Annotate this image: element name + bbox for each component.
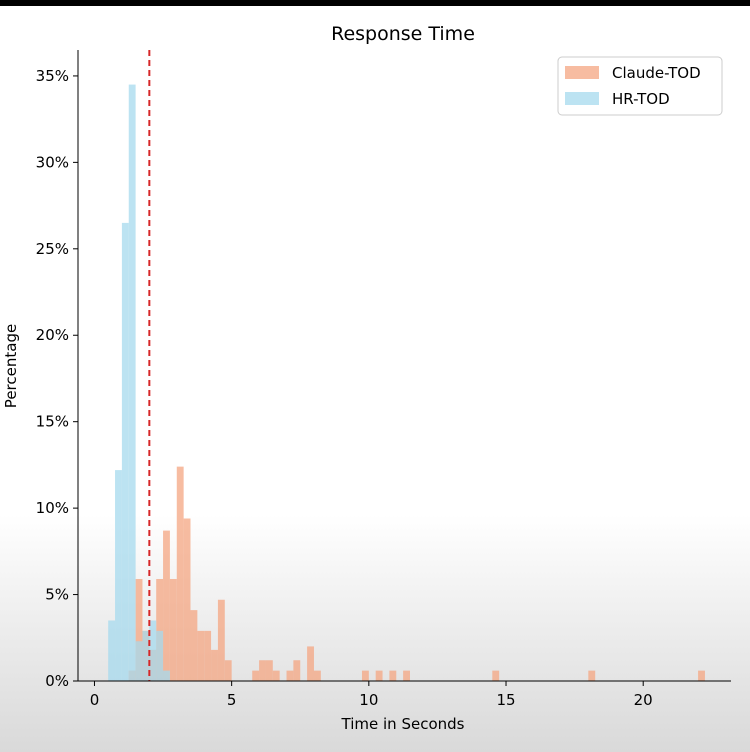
y-ticks: 0% 5% 10% 15% 20% 25% 30% 35% [36,67,78,690]
bars-layer [108,84,705,682]
bar-claude-tod [588,670,596,681]
legend-swatch-hr-tod [565,92,599,105]
y-tick-label: 20% [36,326,69,344]
y-axis-label: Percentage [2,324,20,408]
bar-claude-tod [197,630,205,681]
bar-claude-tod [313,670,321,681]
bar-hr-tod [121,222,129,681]
y-tick-label: 10% [36,499,69,517]
bar-claude-tod [163,530,170,681]
x-tick-label: 0 [90,691,100,709]
top-border-bar [0,0,750,6]
bar-claude-tod [259,660,266,681]
x-tick-label: 5 [227,691,237,709]
bar-claude-tod [293,660,301,681]
bar-claude-tod [361,670,369,681]
chart-title: Response Time [331,23,475,45]
bar-hr-tod [156,630,164,681]
bar-claude-tod [204,630,212,681]
bar-hr-tod [115,470,122,681]
bar-claude-tod [211,649,218,681]
bar-claude-tod [252,670,260,681]
bar-claude-tod [307,646,314,681]
bar-claude-tod [169,579,177,681]
bar-claude-tod [217,599,225,681]
bar-claude-tod [183,518,191,681]
bar-hr-tod [163,670,170,681]
x-tick-label: 10 [359,691,378,709]
bar-hr-tod [128,84,136,682]
bar-hr-tod [142,630,150,681]
legend: Claude-TOD HR-TOD [557,56,723,116]
bar-claude-tod [156,579,164,681]
bar-claude-tod [375,670,383,681]
bar-claude-tod [492,670,500,681]
legend-swatch-claude-tod [565,66,599,79]
y-tick-label: 15% [36,413,69,431]
bar-claude-tod [224,660,232,681]
y-tick-label: 0% [45,672,69,690]
bar-claude-tod [389,670,397,681]
bar-claude-tod [135,579,143,681]
x-axis-label: Time in Seconds [341,715,465,733]
bar-claude-tod [176,466,184,681]
bar-claude-tod [698,670,705,681]
y-tick-label: 25% [36,240,69,258]
legend-label-hr-tod: HR-TOD [612,90,670,108]
y-tick-label: 5% [45,586,69,604]
legend-label-claude-tod: Claude-TOD [612,64,701,82]
x-tick-label: 15 [496,691,515,709]
y-tick-label: 35% [36,67,69,85]
bar-hr-tod [135,641,143,681]
x-tick-label: 20 [634,691,653,709]
bar-hr-tod [149,620,157,681]
bar-claude-tod [286,670,294,681]
bar-claude-tod [272,670,280,681]
bar-claude-tod [190,610,198,681]
bar-claude-tod [265,660,273,681]
y-tick-label: 30% [36,153,69,171]
x-ticks: 0 5 10 15 20 [90,681,653,709]
bar-claude-tod [403,670,410,681]
bar-hr-tod [108,620,116,681]
